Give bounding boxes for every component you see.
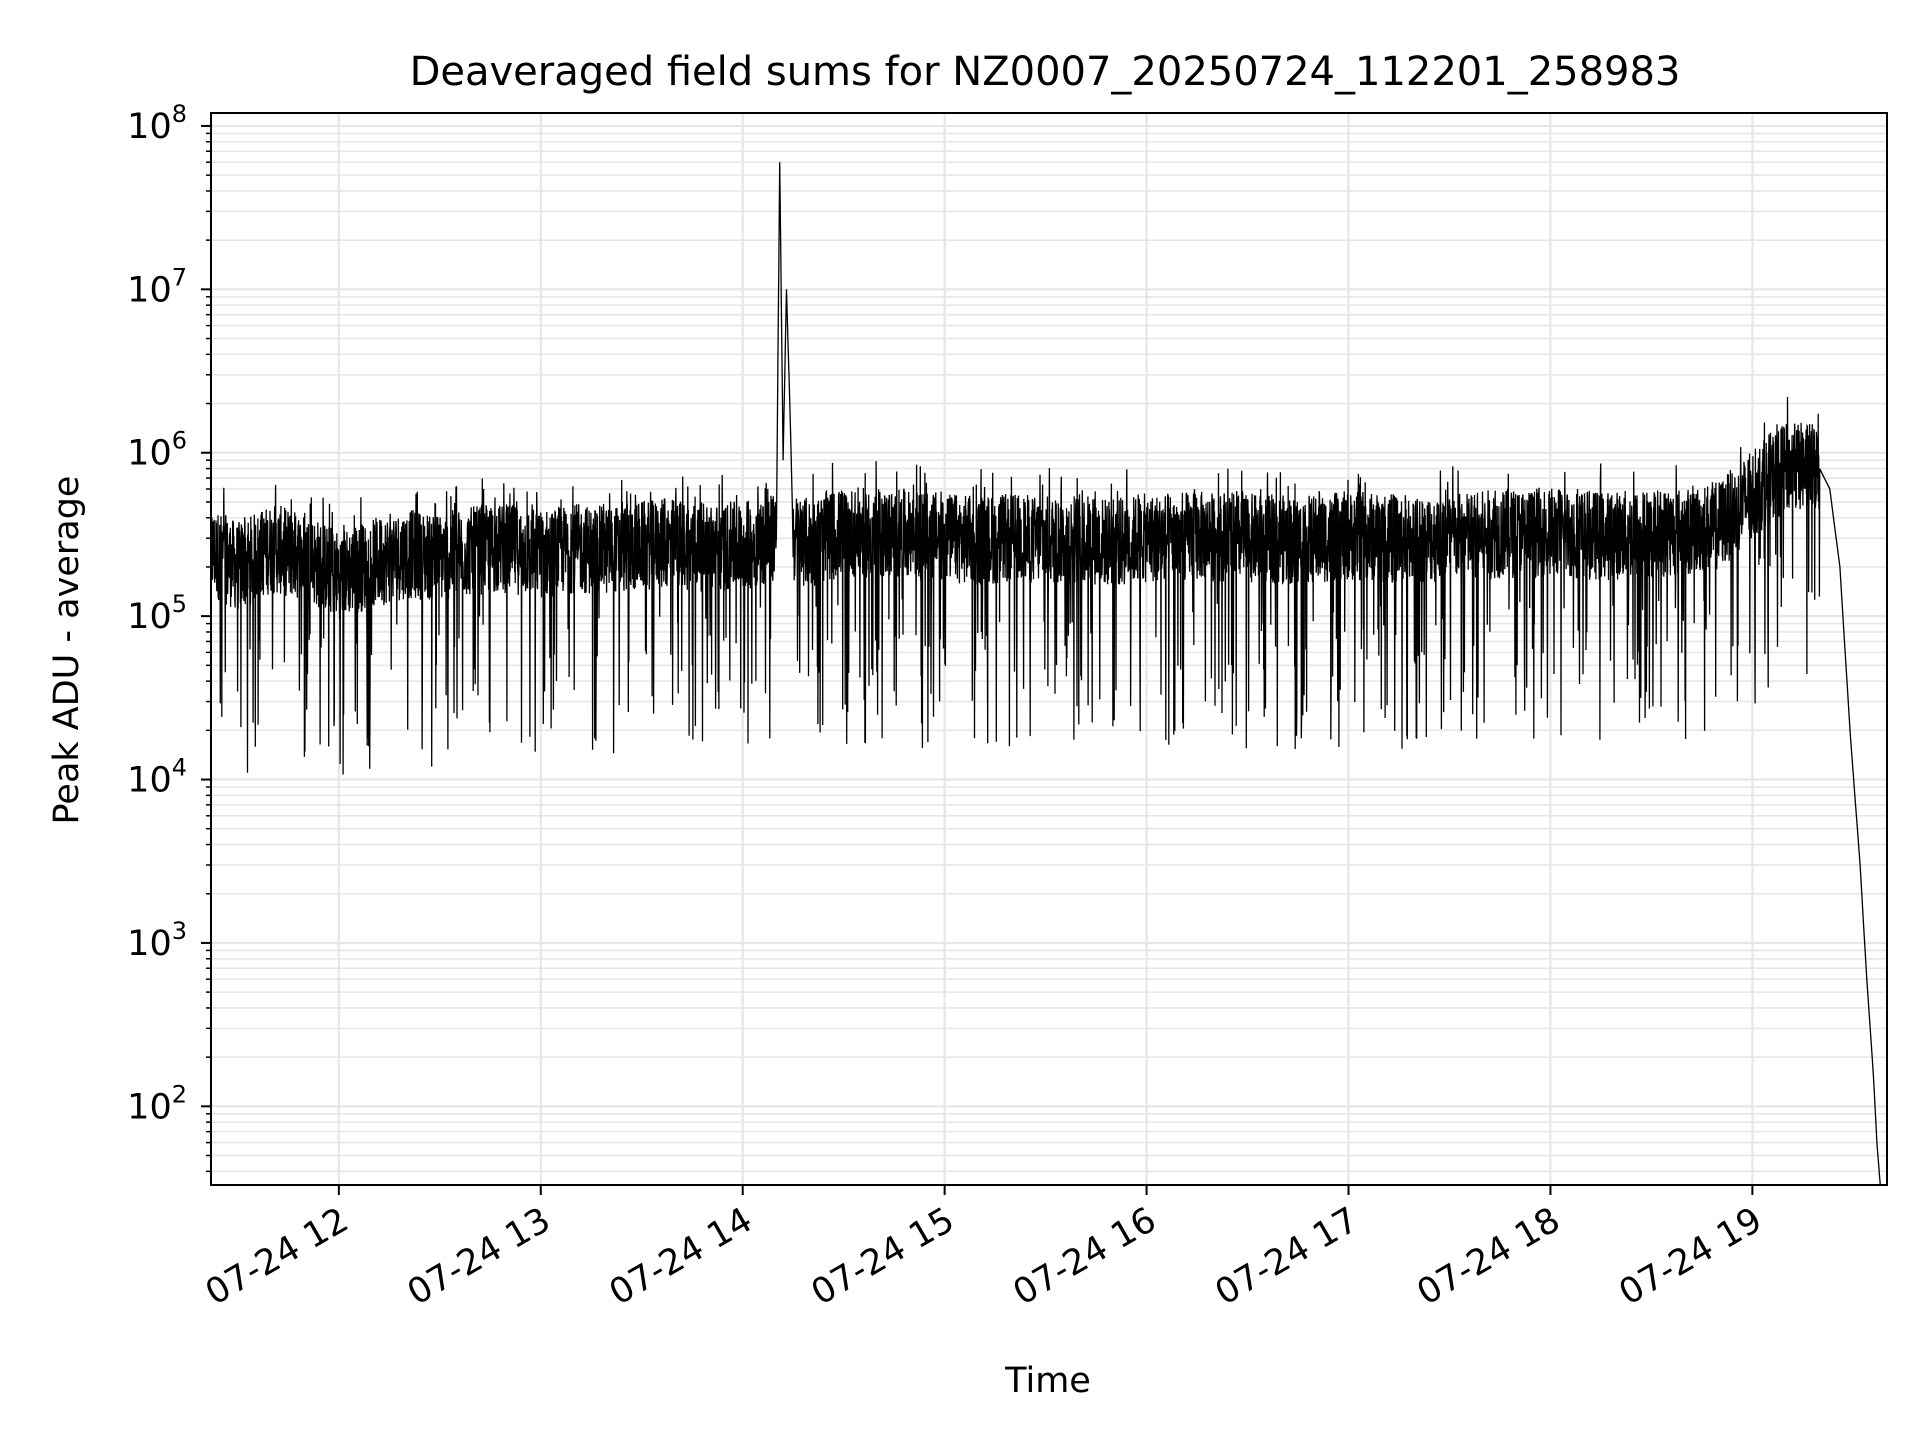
grid <box>211 113 1887 1185</box>
x-axis-label: Time <box>1004 1361 1091 1401</box>
y-tick-label: 104 <box>127 754 187 801</box>
y-tick-label: 102 <box>127 1080 187 1127</box>
series-line <box>211 162 1881 1185</box>
y-axis-ticks: 102 103 104 105 106 107 108 <box>127 100 211 1173</box>
plot-frame <box>210 112 1888 1186</box>
y-tick-label: 103 <box>127 917 187 964</box>
y-axis-label: Peak ADU - average <box>47 476 87 825</box>
y-tick-label: 105 <box>127 590 187 637</box>
y-tick-label: 106 <box>127 427 187 474</box>
y-tick-label: 107 <box>127 263 187 310</box>
chart-title: Deaveraged field sums for NZ0007_2025072… <box>410 49 1681 95</box>
y-tick-label: 108 <box>127 100 187 147</box>
